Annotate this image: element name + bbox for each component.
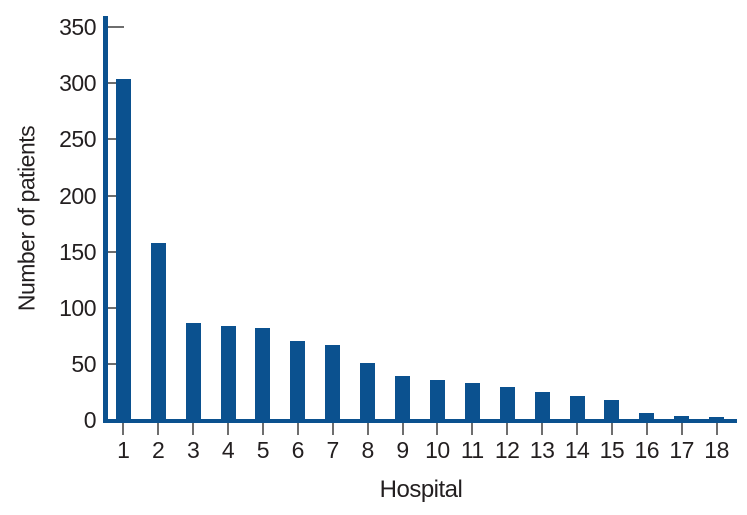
bar	[395, 376, 410, 420]
x-tick-label: 3	[186, 437, 200, 463]
y-axis-tick	[107, 26, 124, 29]
x-tick-label: 6	[291, 437, 305, 463]
x-axis-tick	[610, 423, 613, 435]
bar	[220, 325, 236, 420]
x-axis-tick	[715, 423, 718, 435]
bar	[255, 327, 271, 420]
x-axis-tick	[401, 423, 404, 435]
bar	[639, 413, 655, 420]
x-tick-label: 5	[256, 437, 270, 463]
bar	[569, 396, 585, 420]
x-axis-tick	[192, 423, 195, 435]
x-axis-tick	[471, 423, 474, 435]
x-tick-label: 13	[529, 437, 555, 463]
x-tick-label: 17	[669, 437, 694, 463]
y-axis-tick	[107, 362, 124, 365]
x-tick-label: 12	[494, 437, 520, 463]
x-axis-tick	[541, 423, 544, 435]
x-tick-label: 7	[326, 437, 340, 463]
x-tick-label: 14	[564, 437, 590, 463]
bar	[709, 416, 725, 420]
x-axis-tick	[331, 423, 334, 435]
x-axis-line	[103, 418, 737, 423]
x-axis-tick	[645, 423, 648, 435]
bar	[604, 399, 620, 420]
bar	[325, 344, 341, 420]
x-tick-label: 10	[425, 437, 450, 463]
bar	[429, 379, 445, 420]
bar	[185, 323, 201, 420]
x-axis-tick	[296, 423, 299, 435]
bar	[115, 78, 131, 420]
bar	[290, 341, 306, 420]
y-axis-tick	[107, 82, 124, 85]
y-tick-label: 100	[59, 294, 96, 321]
x-axis-tick	[506, 423, 509, 435]
x-axis-tick	[366, 423, 369, 435]
y-axis-tick	[107, 138, 124, 141]
y-tick-label: 300	[59, 70, 96, 97]
x-axis-tick	[157, 423, 160, 435]
x-tick-label: 15	[599, 437, 625, 463]
x-tick-label: 2	[152, 437, 165, 463]
bar	[150, 242, 166, 420]
bar	[674, 415, 690, 420]
bar	[499, 387, 515, 420]
y-tick-label: 50	[71, 350, 96, 377]
y-axis-tick	[107, 194, 124, 197]
x-axis-tick	[436, 423, 439, 435]
y-axis-line	[103, 16, 108, 423]
x-tick-label: 11	[460, 437, 484, 463]
x-tick-label: 9	[396, 437, 409, 463]
x-axis-title: Hospital	[379, 476, 463, 503]
bar	[464, 382, 480, 420]
x-axis-tick	[576, 423, 578, 435]
y-axis-tick	[107, 306, 124, 309]
y-tick-label: 200	[59, 182, 96, 209]
bar	[534, 391, 550, 420]
x-axis-tick	[261, 423, 264, 435]
x-axis-tick	[227, 423, 229, 435]
x-tick-label: 4	[221, 437, 235, 463]
y-tick-label: 250	[59, 126, 96, 153]
x-tick-label: 8	[361, 437, 374, 463]
y-tick-label: 350	[59, 14, 96, 41]
x-axis-tick	[680, 423, 683, 435]
bar	[360, 362, 376, 420]
x-axis-tick	[122, 423, 125, 435]
y-tick-label: 150	[59, 238, 96, 265]
x-tick-label: 1	[117, 437, 130, 463]
x-tick-label: 18	[704, 437, 729, 463]
x-tick-label: 16	[634, 437, 660, 463]
y-axis-tick	[107, 250, 124, 253]
y-tick-label: 0	[83, 407, 97, 433]
